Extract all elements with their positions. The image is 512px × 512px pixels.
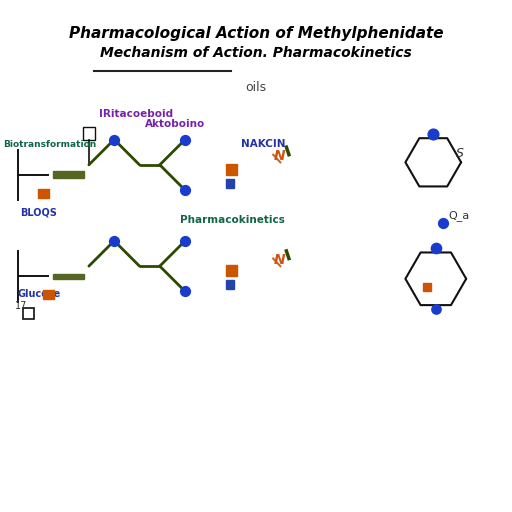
Text: IRitacoeboid: IRitacoeboid	[99, 109, 173, 119]
Bar	[83, 127, 95, 139]
Text: N: N	[274, 252, 285, 267]
Text: Aktoboino: Aktoboino	[144, 119, 205, 129]
Bar	[423, 283, 431, 291]
Point	[432, 305, 440, 313]
Text: S: S	[456, 147, 464, 160]
Text: BLOQS: BLOQS	[20, 207, 57, 218]
Text: Pharmacological Action of Methylphenidate: Pharmacological Action of Methylphenidat…	[69, 26, 443, 40]
Bar	[226, 164, 237, 175]
Point	[181, 135, 189, 143]
Bar	[226, 179, 233, 187]
Text: 17.: 17.	[15, 301, 31, 311]
Text: Mechanism of Action. Pharmacokinetics: Mechanism of Action. Pharmacokinetics	[100, 46, 412, 60]
Point	[110, 237, 118, 245]
Point	[181, 287, 189, 295]
Text: Glucose: Glucose	[18, 289, 61, 298]
Point	[429, 131, 437, 139]
Bar	[38, 188, 49, 198]
Bar	[23, 308, 34, 319]
Text: Biotransformation: Biotransformation	[3, 140, 96, 149]
Bar	[53, 172, 84, 178]
Text: NAKCIN: NAKCIN	[241, 139, 285, 149]
Text: oils: oils	[245, 81, 267, 94]
Point	[432, 244, 440, 252]
Bar	[226, 280, 233, 289]
Text: Pharmacokinetics: Pharmacokinetics	[180, 215, 285, 225]
Bar	[53, 274, 84, 279]
Text: Q_a: Q_a	[449, 210, 470, 221]
Point	[439, 219, 447, 227]
Point	[181, 237, 189, 245]
Bar	[226, 265, 237, 276]
Point	[110, 135, 118, 143]
Text: N: N	[274, 149, 285, 163]
Bar	[44, 290, 54, 299]
Point	[181, 186, 189, 194]
